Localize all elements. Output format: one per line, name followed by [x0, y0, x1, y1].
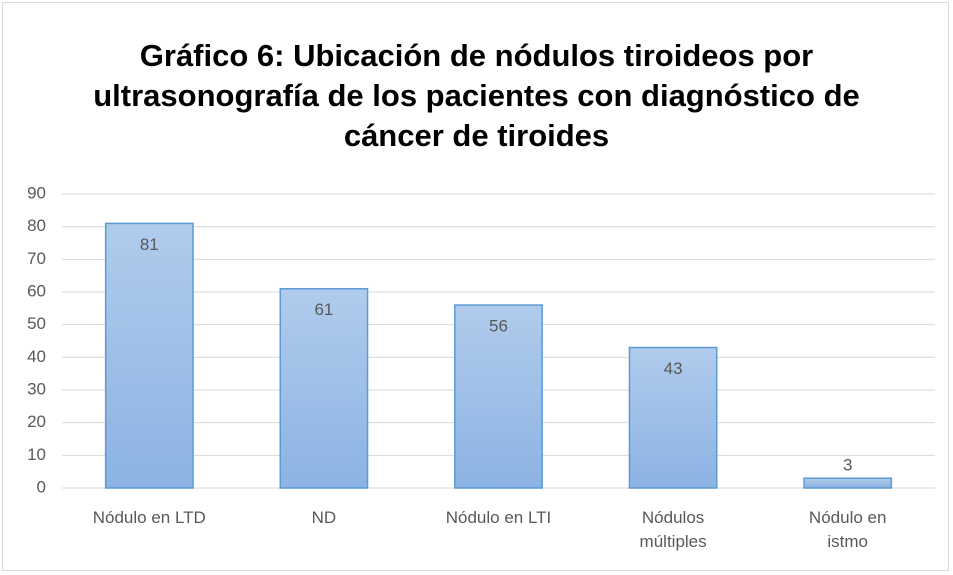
bar [279, 287, 369, 489]
bar [803, 477, 893, 489]
data-label: 61 [314, 300, 333, 319]
bar [454, 304, 543, 489]
y-tick-label: 20 [27, 412, 46, 431]
x-tick-label: Nódulo en istmo [808, 508, 887, 551]
bar [104, 222, 194, 489]
y-tick-label: 10 [27, 445, 46, 464]
bar [628, 346, 718, 489]
y-tick-label: 80 [27, 216, 46, 235]
x-tick-label: Nódulo en LTD [92, 508, 206, 527]
data-label: 81 [140, 235, 159, 254]
data-label: 56 [489, 317, 508, 336]
x-tick-label: Nódulos múltiples [639, 508, 707, 551]
y-tick-label: 50 [27, 314, 46, 333]
y-tick-label: 70 [27, 249, 46, 268]
y-tick-label: 40 [27, 347, 46, 366]
y-tick-label: 30 [27, 379, 46, 398]
x-tick-label: Nódulo en LTI [445, 508, 552, 527]
chart-title: Gráfico 6: Ubicación de nódulos tiroideo… [93, 38, 860, 153]
data-label: 3 [843, 456, 852, 475]
y-tick-label: 90 [27, 183, 46, 202]
y-tick-label: 0 [37, 477, 46, 496]
data-label: 43 [664, 359, 683, 378]
y-tick-label: 60 [27, 281, 46, 300]
x-tick-label: ND [311, 508, 337, 527]
